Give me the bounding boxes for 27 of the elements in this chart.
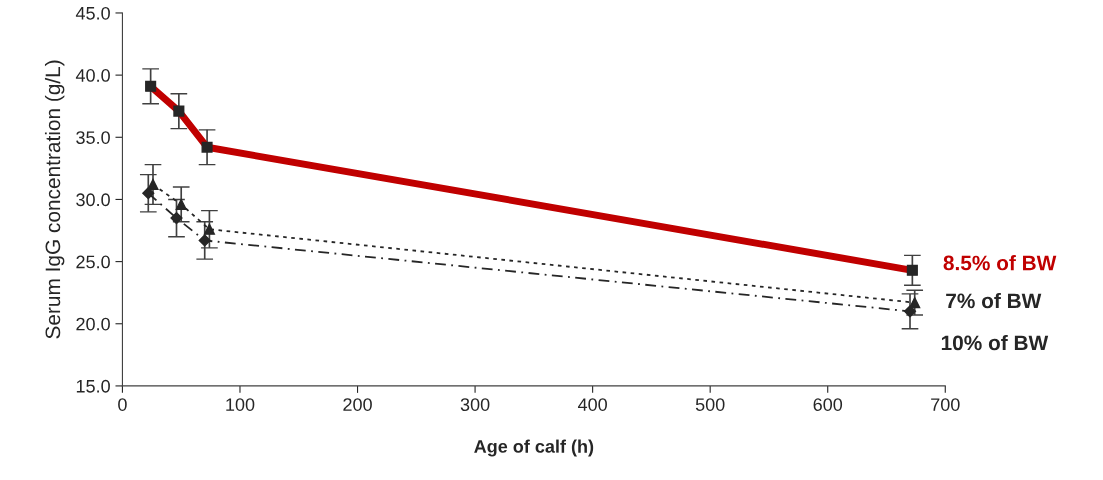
point <box>903 305 917 318</box>
point <box>147 178 159 191</box>
x-tick-label: 200 <box>343 398 372 411</box>
point <box>198 234 211 247</box>
y-tick-label: 45.0 <box>75 6 110 20</box>
x-tick-label: 300 <box>460 398 490 411</box>
x-tick-label: 0 <box>118 398 127 411</box>
point <box>203 223 215 235</box>
x-tick-label: 500 <box>695 398 725 411</box>
y-tick-label: 15.0 <box>76 379 110 393</box>
y-tick-label: 25.0 <box>76 255 110 269</box>
point <box>175 198 187 210</box>
x-tick-label: 600 <box>813 398 843 411</box>
series-label: 8.5% of BW <box>943 255 1057 271</box>
series-label: 7% of BW <box>946 292 1042 309</box>
y-tick-label: 30.0 <box>76 193 110 207</box>
series-label: 10% of BW <box>941 334 1049 351</box>
point <box>142 187 155 200</box>
x-tick-label: 700 <box>931 398 960 411</box>
y-tick-label: 20.0 <box>76 317 110 331</box>
x-tick-label: 100 <box>226 398 255 411</box>
y-tick-label: 40.0 <box>75 69 110 82</box>
y-tick-label: 35.0 <box>76 131 110 144</box>
x-axis-title: Age of calf (h) <box>474 439 594 457</box>
point <box>170 211 183 225</box>
y-axis-title: Serum IgG concentration (g/L) <box>44 60 65 339</box>
x-tick-label: 400 <box>577 398 607 411</box>
